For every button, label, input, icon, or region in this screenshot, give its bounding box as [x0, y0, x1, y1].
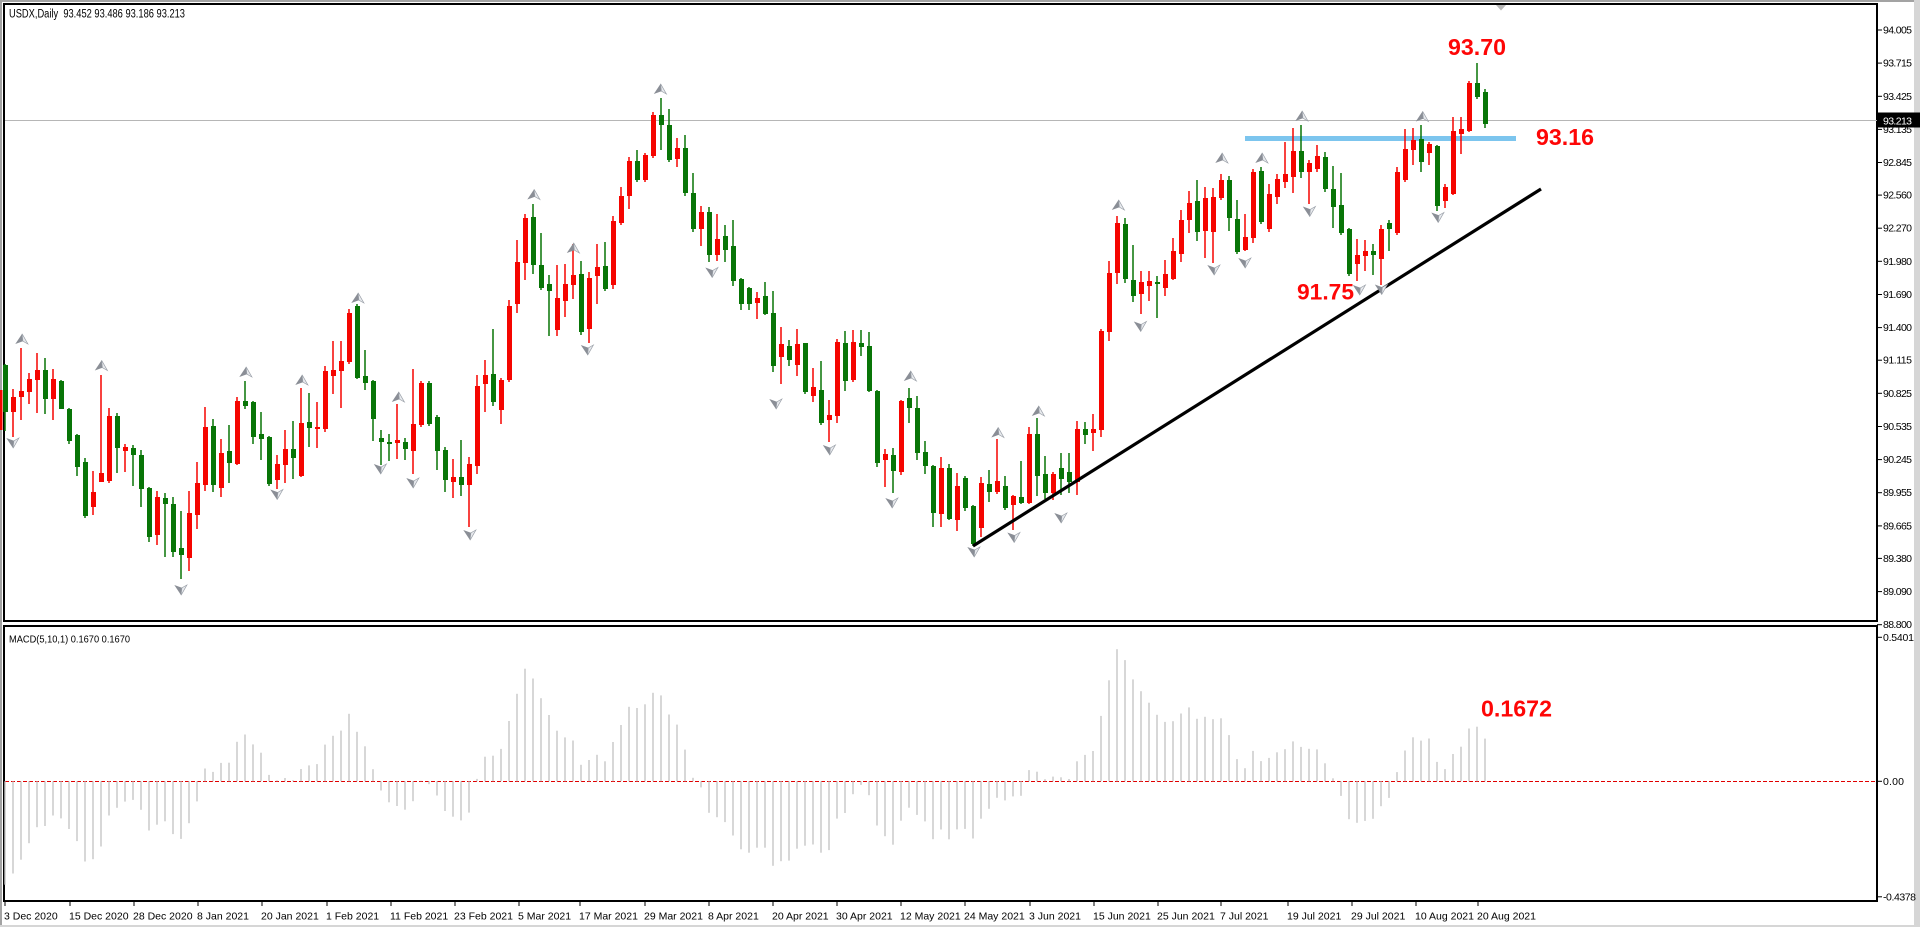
- svg-text:23 Feb 2021: 23 Feb 2021: [454, 911, 513, 923]
- svg-text:28 Dec 2020: 28 Dec 2020: [133, 911, 193, 923]
- svg-text:15 Jun 2021: 15 Jun 2021: [1093, 911, 1151, 923]
- svg-text:90.825: 90.825: [1883, 388, 1912, 400]
- svg-text:MACD(5,10,1) 0.1670 0.1670: MACD(5,10,1) 0.1670 0.1670: [9, 634, 130, 646]
- svg-text:10 Aug 2021: 10 Aug 2021: [1415, 911, 1474, 923]
- svg-text:91.75: 91.75: [1297, 280, 1354, 305]
- svg-text:30 Apr 2021: 30 Apr 2021: [836, 911, 893, 923]
- svg-text:90.535: 90.535: [1883, 421, 1912, 433]
- svg-text:20 Jan 2021: 20 Jan 2021: [261, 911, 319, 923]
- svg-text:29 Jul 2021: 29 Jul 2021: [1351, 911, 1405, 923]
- svg-text:92.845: 92.845: [1883, 157, 1912, 169]
- svg-text:89.380: 89.380: [1883, 553, 1912, 565]
- svg-text:3 Jun 2021: 3 Jun 2021: [1029, 911, 1081, 923]
- svg-text:8 Jan 2021: 8 Jan 2021: [197, 911, 249, 923]
- svg-text:89.955: 89.955: [1883, 487, 1912, 499]
- svg-text:19 Jul 2021: 19 Jul 2021: [1287, 911, 1341, 923]
- svg-text:90.245: 90.245: [1883, 454, 1912, 466]
- svg-text:93.213: 93.213: [1883, 116, 1912, 128]
- svg-text:0.00: 0.00: [1883, 776, 1904, 788]
- svg-text:3 Dec 2020: 3 Dec 2020: [4, 911, 58, 923]
- svg-text:0.5401: 0.5401: [1883, 632, 1914, 644]
- svg-text:12 May 2021: 12 May 2021: [900, 911, 961, 923]
- svg-text:25 Jun 2021: 25 Jun 2021: [1157, 911, 1215, 923]
- svg-text:93.425: 93.425: [1883, 91, 1912, 103]
- svg-text:89.090: 89.090: [1883, 586, 1912, 598]
- svg-text:29 Mar 2021: 29 Mar 2021: [644, 911, 703, 923]
- svg-text:17 Mar 2021: 17 Mar 2021: [579, 911, 638, 923]
- svg-text:15 Dec 2020: 15 Dec 2020: [69, 911, 129, 923]
- svg-text:0.1672: 0.1672: [1481, 696, 1552, 722]
- svg-text:8 Apr 2021: 8 Apr 2021: [708, 911, 759, 923]
- svg-text:USDX,Daily 93.452 93.486 93.1: USDX,Daily 93.452 93.486 93.186 93.213: [9, 9, 185, 21]
- svg-text:11 Feb 2021: 11 Feb 2021: [390, 911, 448, 923]
- svg-text:89.665: 89.665: [1883, 520, 1912, 532]
- svg-text:20 Apr 2021: 20 Apr 2021: [772, 911, 829, 923]
- svg-text:5 Mar 2021: 5 Mar 2021: [518, 911, 571, 923]
- svg-text:91.980: 91.980: [1883, 256, 1912, 268]
- svg-text:-0.4378: -0.4378: [1883, 891, 1916, 903]
- svg-text:93.16: 93.16: [1536, 124, 1594, 150]
- svg-text:1 Feb 2021: 1 Feb 2021: [326, 911, 379, 923]
- svg-text:24 May 2021: 24 May 2021: [964, 911, 1025, 923]
- svg-text:91.115: 91.115: [1883, 355, 1912, 367]
- svg-text:20 Aug 2021: 20 Aug 2021: [1477, 911, 1536, 923]
- svg-text:91.690: 91.690: [1883, 289, 1912, 301]
- svg-text:7 Jul 2021: 7 Jul 2021: [1220, 911, 1269, 923]
- svg-text:93.715: 93.715: [1883, 58, 1912, 70]
- svg-text:93.70: 93.70: [1448, 34, 1506, 60]
- svg-text:92.270: 92.270: [1883, 223, 1912, 235]
- svg-text:94.005: 94.005: [1883, 25, 1912, 37]
- svg-text:91.400: 91.400: [1883, 322, 1912, 334]
- svg-text:88.800: 88.800: [1883, 619, 1912, 631]
- svg-text:92.560: 92.560: [1883, 190, 1912, 202]
